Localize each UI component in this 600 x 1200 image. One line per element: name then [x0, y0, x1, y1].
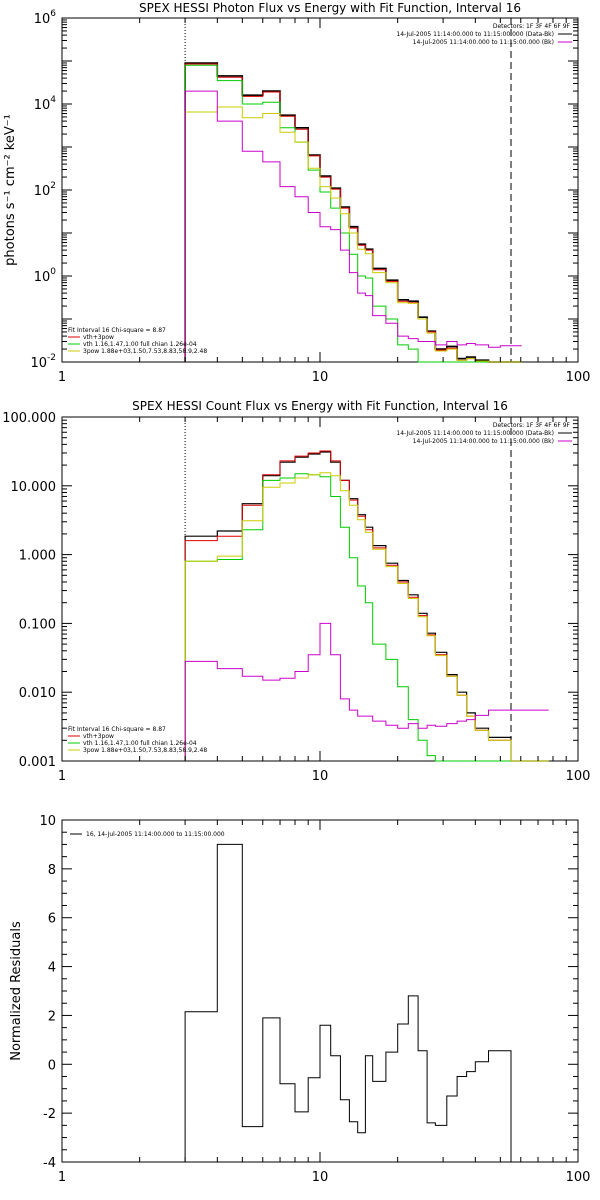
x-tick-label: 10	[312, 1170, 329, 1185]
fit-legend-label: vth+3pow	[83, 334, 114, 341]
interval-label: 14-Jul-2005 11:14:00.000 to 11:15:00.000…	[413, 438, 554, 445]
y-tick-label: -2	[43, 1107, 56, 1122]
count-flux-legend: 14-Jul-2005 11:14:00.000 to 11:15:00.000…	[68, 430, 572, 754]
interval-label: 14-Jul-2005 11:14:00.000 to 11:15:00.000…	[396, 430, 554, 437]
x-tick-label: 1	[58, 769, 66, 784]
series-vth-line	[184, 473, 549, 762]
series-bk-line	[184, 90, 522, 362]
series-residuals-line	[184, 843, 512, 1162]
y-tick-label: 106	[34, 9, 57, 27]
fit-legend-label: 3pow 1.88e+03,1.50,7.53,8.83,58.9,2.48	[83, 747, 207, 754]
x-tick-label: 1	[58, 370, 66, 385]
photon-flux-axes: 1 10 100 106 104 102 100 10-2	[30, 9, 590, 385]
photon-flux-series-layer	[184, 18, 522, 363]
y-tick-label: 0	[48, 1058, 56, 1073]
y-tick-label: 10-2	[30, 353, 56, 371]
residuals-y-axis-label: Normalized Residuals	[9, 921, 24, 1061]
y-tick-label: 6	[48, 912, 56, 927]
count-flux-axes: 1 10 100 100.000 10.000 1.000 0.100 0.010 0.001	[2, 411, 590, 784]
y-tick-label: 102	[34, 181, 56, 199]
residuals-axes: 1 10 100 10 8 6 4 2 0 -2 -4	[39, 814, 590, 1185]
y-tick-label: 0.010	[19, 686, 56, 701]
interval-label: 14-Jul-2005 11:14:00.000 to 11:15:00.000…	[413, 39, 554, 46]
y-tick-label: 8	[48, 863, 56, 878]
count-flux-detectors-label: Detectors: 1F 3F 4F 6F 9F	[493, 422, 571, 429]
y-tick-label: 10	[39, 814, 56, 829]
residuals-plot-frame	[61, 819, 579, 1163]
y-tick-label: 10.000	[11, 480, 57, 495]
series-bk-line	[184, 622, 549, 761]
residuals-panel: Normalized Residuals 1 10 100 10 8 6 4 2 0 -2 -4 1…	[9, 814, 590, 1185]
residuals-legend: 16, 14-Jul-2005 11:14:00.000 to 11:15:00…	[70, 831, 225, 838]
fit-legend-label: vth 1.16,1.47,1.00 full chian 1.26e-04	[83, 341, 197, 348]
y-tick-label: 2	[48, 1009, 56, 1024]
y-tick-label: 4	[48, 961, 56, 976]
fit-legend-label: Fit Interval 16 Chi-square = 8.87	[68, 726, 166, 733]
x-tick-label: 100	[566, 1170, 591, 1185]
x-tick-label: 1	[58, 1170, 66, 1185]
series-3pow-line	[184, 472, 549, 762]
series-vth-3pow-line	[184, 63, 522, 363]
count-flux-plot-frame	[61, 416, 579, 762]
y-tick-label: 100.000	[2, 411, 56, 426]
fit-legend-label: 3pow 1.88e+03,1.50,7.53,8.83,58.9,2.48	[83, 348, 207, 355]
x-tick-label: 100	[566, 370, 591, 385]
fit-legend-label: vth+3pow	[83, 733, 114, 740]
photon-flux-panel: SPEX HESSI Photon Flux vs Energy with Fi…	[3, 1, 590, 385]
photon-flux-title: SPEX HESSI Photon Flux vs Energy with Fi…	[139, 1, 521, 15]
photon-flux-legend: 14-Jul-2005 11:14:00.000 to 11:15:00.000…	[68, 31, 572, 355]
interval-label: 14-Jul-2005 11:14:00.000 to 11:15:00.000…	[396, 31, 554, 38]
y-tick-label: 104	[34, 95, 57, 113]
x-tick-label: 10	[312, 370, 329, 385]
x-tick-label: 10	[312, 769, 329, 784]
series-data-bk-line	[184, 451, 549, 762]
count-flux-panel: SPEX HESSI Count Flux vs Energy with Fit…	[2, 399, 590, 784]
y-tick-label: 0.001	[19, 755, 56, 770]
fit-legend-label: vth 1.16,1.47,1.00 full chian 1.26e-04	[83, 740, 197, 747]
x-tick-label: 100	[566, 769, 591, 784]
y-tick-label: 0.100	[19, 617, 56, 632]
residuals-legend-label: 16, 14-Jul-2005 11:14:00.000 to 11:15:00…	[86, 831, 225, 838]
y-tick-label: -4	[43, 1156, 56, 1171]
photon-flux-y-axis-label: photons s⁻¹ cm⁻² keV⁻¹	[3, 114, 18, 266]
y-tick-label: 100	[34, 267, 57, 285]
y-tick-label: 1.000	[19, 549, 56, 564]
series-3pow-line	[184, 106, 522, 363]
series-vth-3pow-line	[184, 450, 549, 762]
residuals-series-layer	[184, 843, 512, 1162]
count-flux-series-layer	[184, 417, 549, 762]
count-flux-title: SPEX HESSI Count Flux vs Energy with Fit…	[132, 399, 508, 413]
series-vth-line	[184, 64, 522, 363]
photon-flux-detectors-label: Detectors: 1F 3F 4F 6F 9F	[493, 23, 571, 30]
series-data-bk-line	[184, 62, 522, 363]
fit-legend-label: Fit Interval 16 Chi-square = 8.87	[68, 327, 166, 334]
